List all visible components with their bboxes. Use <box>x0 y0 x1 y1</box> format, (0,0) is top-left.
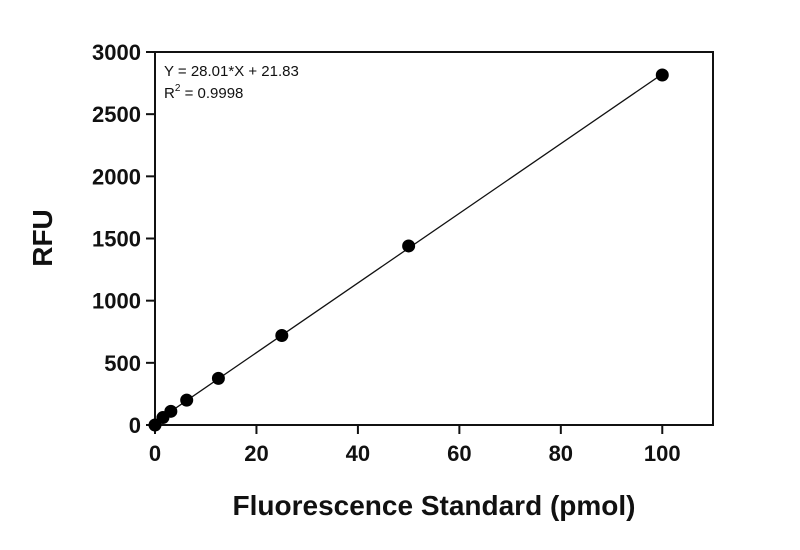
data-point <box>275 328 289 342</box>
y-tick-label: 500 <box>104 351 141 376</box>
x-tick-label: 80 <box>549 441 573 466</box>
plot-frame <box>154 51 714 426</box>
x-axis-ticks: 0 20 40 60 80 100 <box>149 425 681 466</box>
data-point <box>402 239 416 253</box>
data-point <box>655 68 669 82</box>
y-tick-label: 0 <box>129 413 141 438</box>
x-tick-label: 40 <box>346 441 370 466</box>
data-point <box>211 371 225 385</box>
equation-label: Y = 28.01*X + 21.83 <box>164 63 299 80</box>
y-tick-label: 1000 <box>92 289 141 314</box>
r-squared-superscript: 2 <box>175 83 181 94</box>
y-axis-ticks: 0 500 1000 1500 2000 2500 3000 <box>92 40 155 438</box>
r-squared-label: R2 = 0.9998 <box>164 83 243 102</box>
y-tick-label: 3000 <box>92 40 141 65</box>
x-axis-title: Fluorescence Standard (pmol) <box>233 490 636 521</box>
y-tick-label: 2500 <box>92 102 141 127</box>
r-squared-r: R <box>164 85 175 102</box>
data-point <box>164 404 178 418</box>
data-point <box>180 393 194 407</box>
y-tick-label: 2000 <box>92 164 141 189</box>
x-tick-label: 20 <box>244 441 268 466</box>
y-tick-label: 1500 <box>92 227 141 252</box>
data-points <box>148 68 669 432</box>
r-squared-value: = 0.9998 <box>180 85 243 102</box>
x-tick-label: 60 <box>447 441 471 466</box>
x-tick-label: 0 <box>149 441 161 466</box>
x-tick-label: 100 <box>644 441 681 466</box>
y-axis-title: RFU <box>27 209 58 267</box>
